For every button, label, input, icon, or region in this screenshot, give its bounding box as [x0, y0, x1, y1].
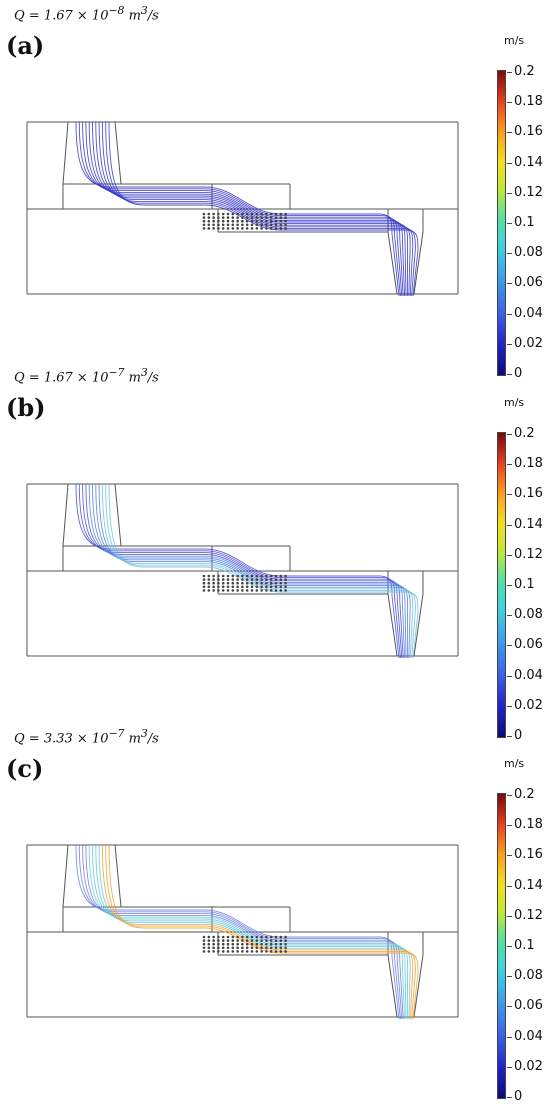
colorbar-tick — [507, 554, 512, 556]
colorbar-tick-label: 0.06 — [514, 998, 543, 1014]
colorbar-tick — [507, 615, 512, 617]
porous-block — [202, 574, 287, 592]
streamline-plot-b — [26, 483, 459, 659]
colorbar-tick — [507, 313, 512, 315]
colorbar-tick — [507, 524, 512, 526]
panel-b: Q = 1.67 × 10−7 m3/s (b) m/s 0.2 0.18 0.16… — [0, 366, 550, 742]
colorbar-tick-label: 0.08 — [514, 968, 543, 984]
streamlines — [75, 121, 419, 297]
colorbar-unit: m/s — [504, 757, 525, 770]
colorbar-tick-label: 0 — [514, 1089, 523, 1104]
colorbar-tick — [507, 885, 512, 887]
colorbar-tick — [507, 494, 512, 496]
colorbar-tick — [507, 343, 512, 345]
flow-rate-label-b: Q = 1.67 × 10−7 m3/s — [14, 366, 159, 386]
colorbar-tick — [507, 1006, 512, 1008]
colorbar-unit: m/s — [504, 396, 525, 409]
colorbar-tick — [507, 915, 512, 917]
colorbar-tick-label: 0 — [514, 728, 523, 743]
colorbar-tick-label: 0.1 — [514, 215, 535, 230]
colorbar-tick-label: 0.14 — [514, 154, 543, 170]
colorbar-tick-label: 0.14 — [514, 877, 543, 893]
colorbar-tick-label: 0.02 — [514, 1058, 543, 1074]
colorbar-tick — [507, 223, 512, 224]
panel-letter-c: (c) — [6, 754, 44, 783]
colorbar-tick-label: 0.18 — [514, 817, 543, 833]
colorbar-tick-label: 0.18 — [514, 456, 543, 472]
domain-outline — [26, 844, 459, 1018]
colorbar-tick-label: 0.08 — [514, 245, 543, 261]
colorbar-tick-label: 0 — [514, 366, 523, 381]
colorbar-tick — [507, 825, 512, 827]
colorbar-tick — [507, 585, 512, 586]
colorbar-tick — [507, 283, 512, 285]
colorbar — [497, 432, 506, 738]
colorbar-tick-label: 0.04 — [514, 305, 543, 321]
streamlines — [75, 483, 419, 659]
colorbar-tick-label: 0.16 — [514, 847, 543, 863]
colorbar-tick-label: 0.06 — [514, 637, 543, 653]
streamline-plot-a — [26, 121, 459, 297]
colorbar-tick — [507, 1036, 512, 1038]
colorbar-tick — [507, 464, 512, 466]
colorbar-tick-label: 0.06 — [514, 275, 543, 291]
colorbar-tick — [507, 675, 512, 677]
colorbar-tick-label: 0.12 — [514, 907, 543, 923]
colorbar-tick-label: 0.18 — [514, 94, 543, 110]
colorbar-tick — [507, 795, 512, 796]
panel-c: Q = 3.33 × 10−7 m3/s (c) m/s 0.2 0.18 0.16… — [0, 727, 550, 1103]
colorbar-tick — [507, 1097, 512, 1098]
colorbar — [497, 793, 506, 1099]
flow-rate-label-c: Q = 3.33 × 10−7 m3/s — [14, 727, 159, 747]
colorbar-tick-label: 0.16 — [514, 486, 543, 502]
porous-block — [202, 935, 287, 953]
streamlines — [75, 844, 419, 1020]
colorbar-tick — [507, 976, 512, 978]
colorbar-tick-label: 0.02 — [514, 697, 543, 713]
colorbar-tick-label: 0.2 — [514, 64, 535, 79]
colorbar-tick-label: 0.2 — [514, 787, 535, 802]
panel-letter-b: (b) — [6, 393, 46, 422]
colorbar-tick-label: 0.12 — [514, 546, 543, 562]
colorbar — [497, 70, 506, 376]
flow-rate-label-a: Q = 1.67 × 10−8 m3/s — [14, 4, 159, 24]
porous-block — [202, 212, 287, 230]
colorbar-unit: m/s — [504, 34, 525, 47]
colorbar-tick — [507, 72, 512, 73]
streamline-plot-c — [26, 844, 459, 1020]
colorbar-tick — [507, 705, 512, 707]
colorbar-tick — [507, 1066, 512, 1068]
colorbar-tick — [507, 132, 512, 134]
panel-letter-a: (a) — [6, 31, 45, 60]
panel-a: Q = 1.67 × 10−8 m3/s (a) m/s 0.2 0.18 0.16… — [0, 4, 550, 380]
colorbar-tick-label: 0.02 — [514, 335, 543, 351]
colorbar-tick — [507, 162, 512, 164]
colorbar-tick — [507, 855, 512, 857]
colorbar-tick — [507, 102, 512, 104]
colorbar-tick-label: 0.2 — [514, 426, 535, 441]
colorbar-tick-label: 0.1 — [514, 938, 535, 953]
colorbar-tick-label: 0.14 — [514, 516, 543, 532]
colorbar-tick — [507, 192, 512, 194]
colorbar-tick — [507, 374, 512, 375]
colorbar-tick — [507, 253, 512, 255]
colorbar-tick-label: 0.12 — [514, 184, 543, 200]
colorbar-tick — [507, 736, 512, 737]
domain-outline — [26, 121, 459, 295]
colorbar-tick-label: 0.1 — [514, 577, 535, 592]
colorbar-tick-label: 0.16 — [514, 124, 543, 140]
colorbar-tick-label: 0.04 — [514, 667, 543, 683]
domain-outline — [26, 483, 459, 657]
colorbar-tick-label: 0.04 — [514, 1028, 543, 1044]
colorbar-tick — [507, 946, 512, 947]
colorbar-tick-label: 0.08 — [514, 607, 543, 623]
colorbar-tick — [507, 645, 512, 647]
colorbar-tick — [507, 434, 512, 435]
